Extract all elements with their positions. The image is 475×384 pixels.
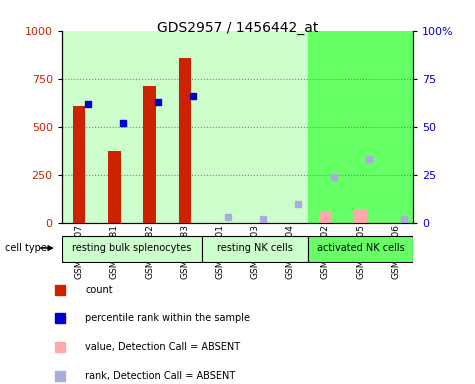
- Bar: [378, 31, 413, 223]
- Bar: [143, 86, 156, 223]
- Bar: [343, 31, 378, 223]
- Text: count: count: [85, 285, 113, 295]
- Bar: [308, 31, 343, 223]
- Text: rank, Detection Call = ABSENT: rank, Detection Call = ABSENT: [85, 371, 236, 381]
- Bar: [62, 31, 97, 223]
- Text: percentile rank within the sample: percentile rank within the sample: [85, 313, 250, 323]
- Bar: [238, 31, 273, 223]
- FancyBboxPatch shape: [202, 236, 308, 262]
- Bar: [319, 211, 332, 223]
- Bar: [238, 31, 273, 223]
- Bar: [202, 31, 238, 223]
- Bar: [354, 209, 367, 223]
- Bar: [273, 31, 308, 223]
- Text: resting bulk splenocytes: resting bulk splenocytes: [72, 243, 192, 253]
- Bar: [108, 151, 121, 223]
- Text: cell type: cell type: [5, 243, 47, 253]
- Bar: [97, 31, 132, 223]
- Text: activated NK cells: activated NK cells: [317, 243, 404, 253]
- Bar: [273, 31, 308, 223]
- FancyBboxPatch shape: [308, 236, 413, 262]
- Bar: [343, 31, 378, 223]
- Text: value, Detection Call = ABSENT: value, Detection Call = ABSENT: [85, 342, 240, 352]
- Bar: [202, 31, 308, 223]
- Bar: [62, 31, 202, 223]
- Bar: [378, 31, 413, 223]
- Bar: [308, 31, 343, 223]
- FancyBboxPatch shape: [62, 236, 202, 262]
- Bar: [167, 31, 202, 223]
- Text: resting NK cells: resting NK cells: [217, 243, 293, 253]
- Bar: [167, 31, 202, 223]
- Bar: [73, 106, 86, 223]
- Bar: [308, 31, 413, 223]
- Bar: [202, 31, 238, 223]
- Bar: [62, 31, 97, 223]
- Bar: [97, 31, 132, 223]
- Text: GDS2957 / 1456442_at: GDS2957 / 1456442_at: [157, 21, 318, 35]
- Bar: [132, 31, 167, 223]
- Bar: [132, 31, 167, 223]
- Bar: [179, 58, 191, 223]
